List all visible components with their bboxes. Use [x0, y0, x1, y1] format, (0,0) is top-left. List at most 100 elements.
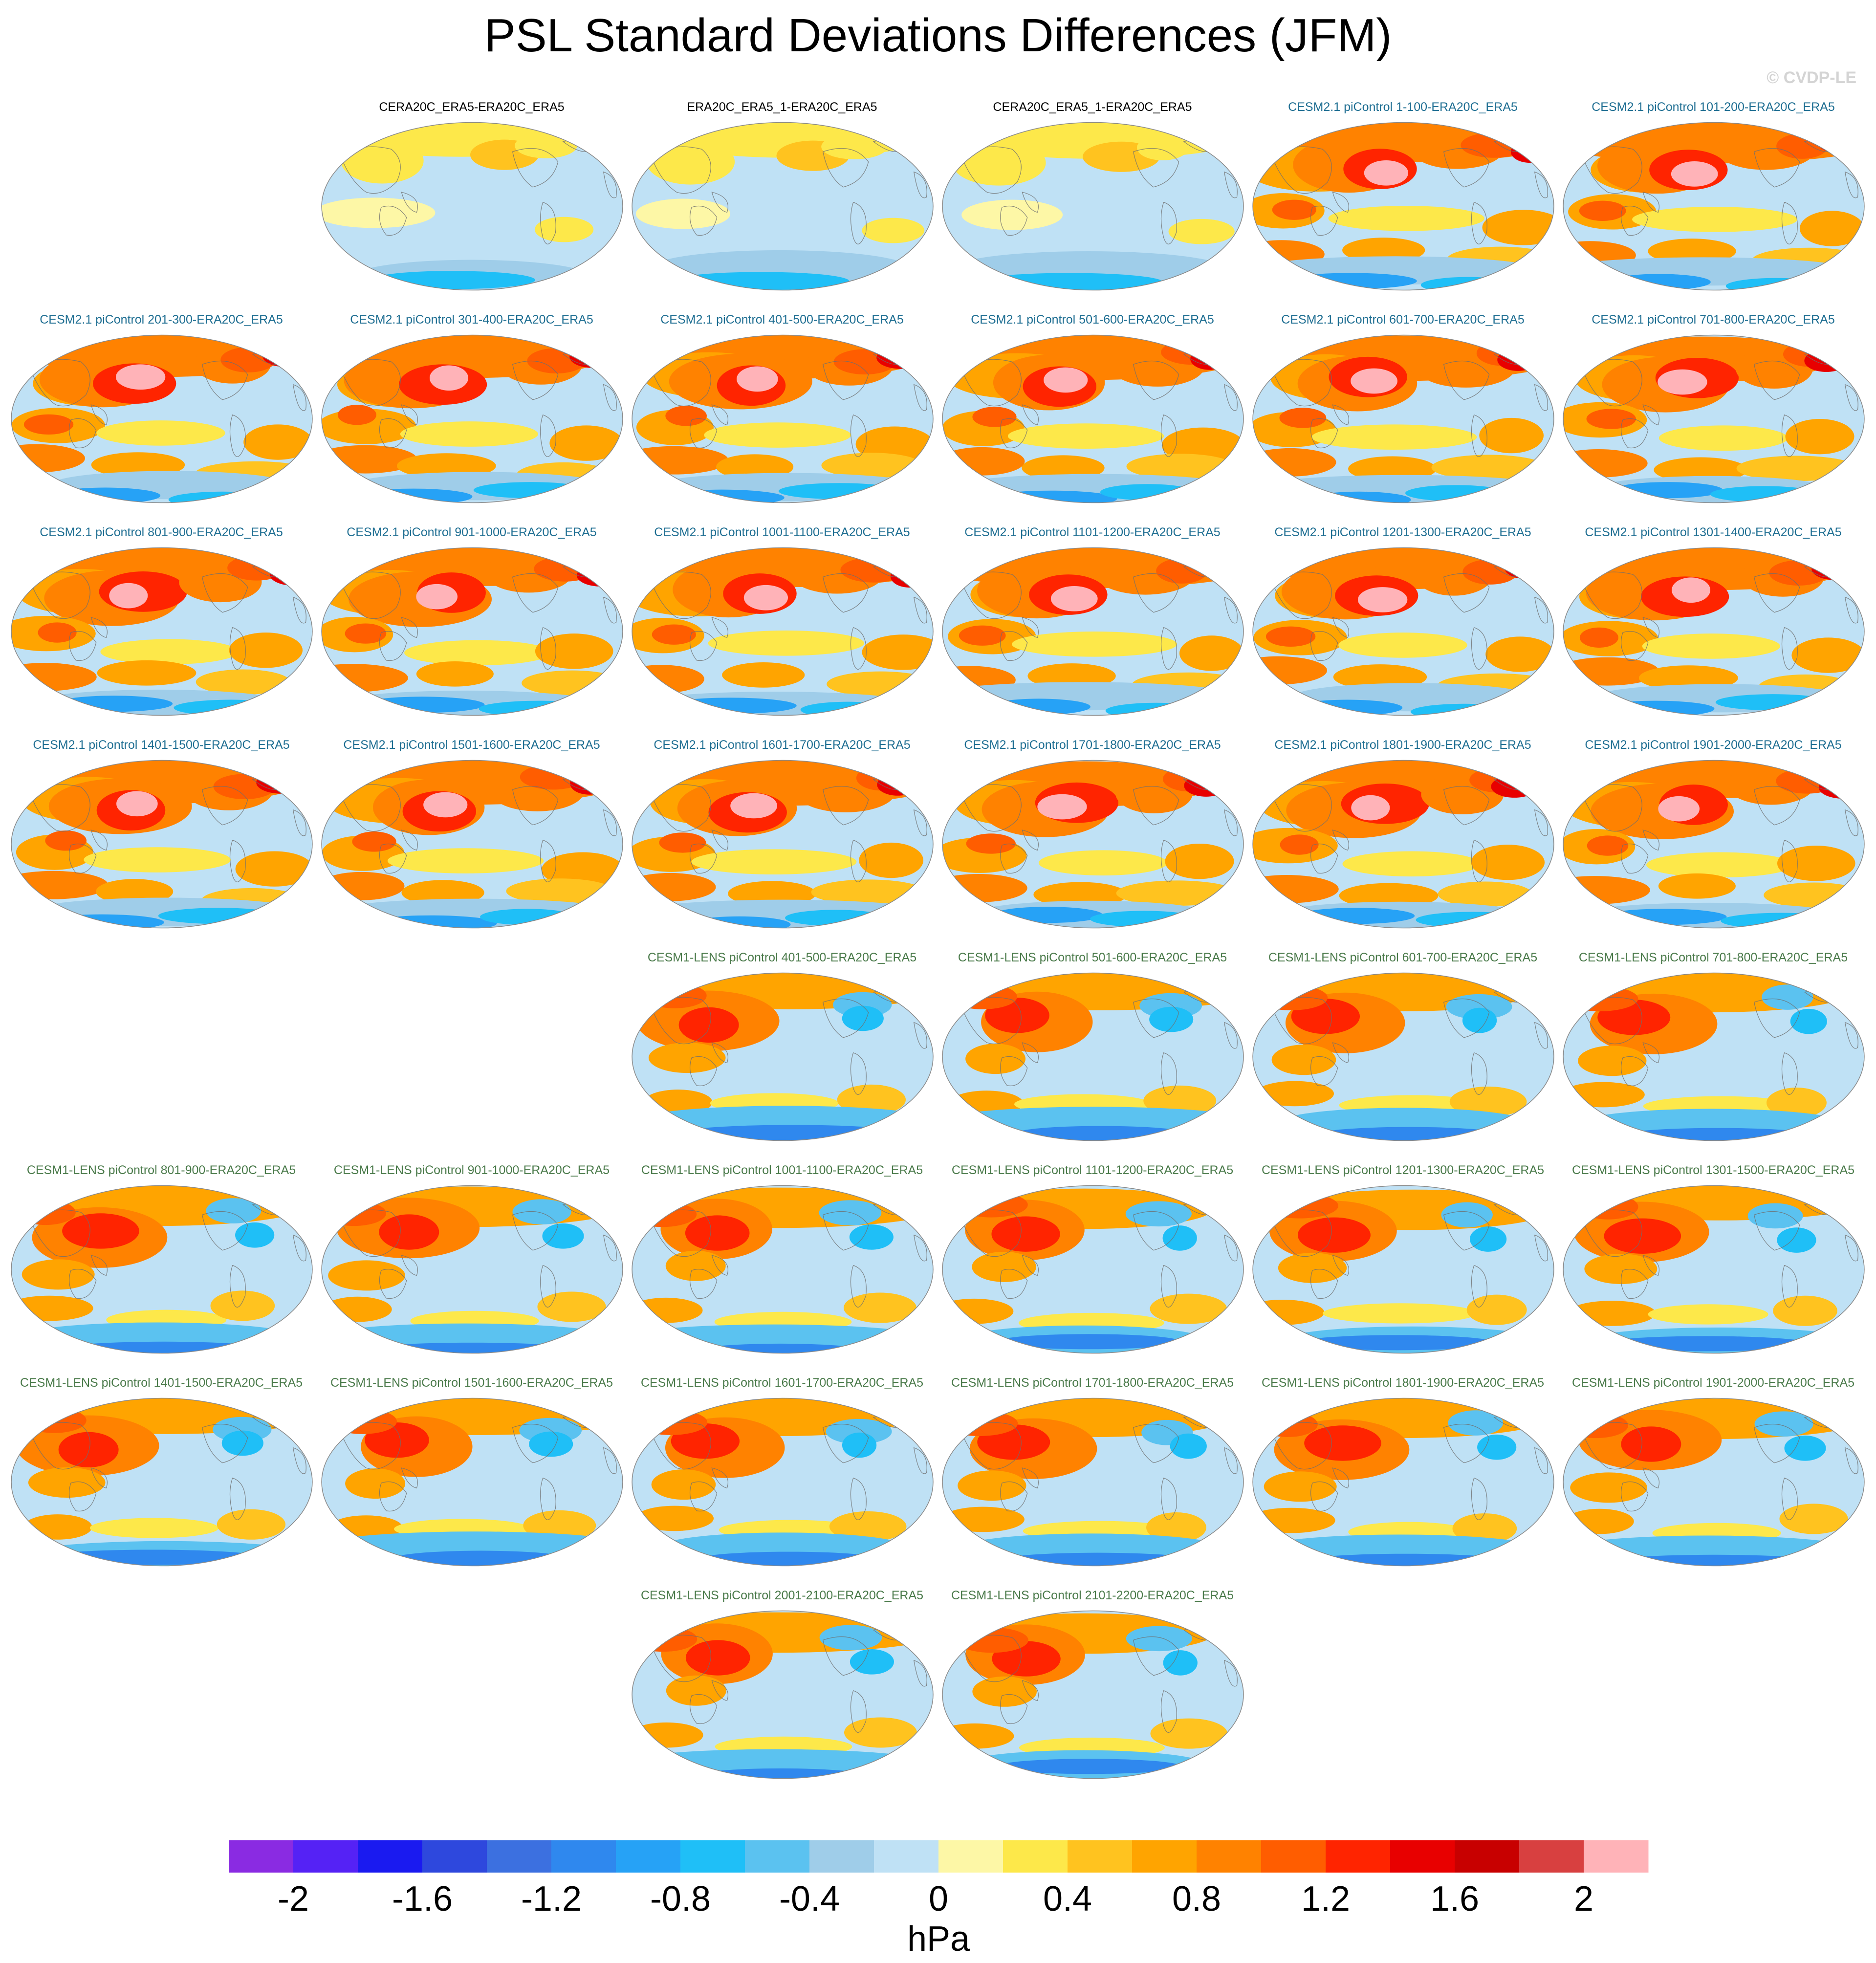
map-panel: CESM2.1 piControl 501-600-ERA20C_ERA5	[938, 313, 1246, 518]
map-outline	[1563, 547, 1865, 716]
field-blob	[827, 671, 933, 697]
field-blob	[1323, 1303, 1477, 1324]
coastline	[1271, 359, 1332, 407]
coastline	[1223, 1022, 1238, 1049]
map-panel: CESM1-LENS piControl 801-900-ERA20C_ERA5	[7, 1163, 315, 1369]
field-blob	[416, 661, 494, 687]
coastline	[1332, 1255, 1349, 1276]
field-blob	[1125, 1201, 1192, 1227]
panel-title: CESM1-LENS piControl 1901-2000-ERA20C_ER…	[1571, 1376, 1855, 1390]
colorbar-tick-label: 0.8	[1172, 1879, 1221, 1919]
coastline	[1620, 1481, 1649, 1512]
coastline	[1160, 414, 1177, 457]
robinson-map	[942, 122, 1244, 291]
field-blob	[235, 1222, 275, 1248]
coastline	[1133, 148, 1179, 188]
robinson-map	[632, 122, 934, 291]
robinson-map	[942, 547, 1244, 716]
field-blob	[1416, 347, 1516, 388]
coastline	[340, 784, 401, 832]
coastline	[1000, 1268, 1028, 1299]
field-blob	[515, 133, 577, 158]
field-blob	[1471, 845, 1545, 880]
coastline	[913, 596, 927, 624]
robinson-map	[1563, 334, 1865, 503]
map-outline	[632, 760, 934, 929]
coastline	[1160, 201, 1177, 244]
coastline	[1022, 1467, 1039, 1489]
field-blob	[722, 662, 805, 688]
robinson-map	[1563, 760, 1865, 929]
coastline	[30, 1422, 90, 1470]
field-blob	[235, 851, 312, 887]
coastline	[1620, 1268, 1649, 1299]
field-blob	[109, 583, 148, 609]
panel-title: CESM1-LENS piControl 1601-1700-ERA20C_ER…	[640, 1376, 924, 1390]
field-blob	[1776, 133, 1828, 159]
field-blob	[542, 1223, 584, 1249]
field-blob	[1126, 454, 1235, 479]
map-panel: CESM2.1 piControl 301-400-ERA20C_ERA5	[318, 313, 626, 518]
field-blob	[997, 1334, 1181, 1350]
colorbar-segment	[1519, 1840, 1584, 1873]
colorbar-tick-label: 0	[929, 1879, 948, 1919]
field-blob	[1608, 274, 1711, 290]
panel-title: CESM2.1 piControl 1101-1200-ERA20C_ERA5	[964, 525, 1221, 539]
field-blob	[1441, 1202, 1493, 1228]
field-blob	[826, 1418, 892, 1444]
field-blob	[1351, 795, 1390, 821]
coastline	[651, 997, 711, 1045]
map-panel: CESM1-LENS piControl 701-800-ERA20C_ERA5	[1559, 951, 1867, 1156]
colorbar-tick-label: 1.6	[1430, 1879, 1479, 1919]
coastline	[379, 418, 407, 449]
coastline	[1471, 1052, 1487, 1095]
coastline	[1310, 1268, 1338, 1299]
map-panel: CESM2.1 piControl 1301-1400-ERA20C_ERA5	[1559, 525, 1867, 731]
field-blob	[997, 1759, 1181, 1774]
panel-title: CESM1-LENS piControl 801-900-ERA20C_ERA5	[26, 1163, 296, 1177]
coastline	[651, 1422, 711, 1470]
field-blob	[1799, 211, 1864, 246]
field-blob	[842, 1005, 884, 1031]
coastline	[1471, 1265, 1487, 1308]
map-panel: CESM1-LENS piControl 1101-1200-ERA20C_ER…	[938, 1163, 1246, 1369]
coastline	[229, 414, 246, 457]
map-panel: CERA20C_ERA5-ERA20C_ERA5	[318, 100, 626, 305]
field-blob	[1038, 850, 1168, 876]
coastline	[913, 1659, 927, 1687]
field-blob	[196, 669, 290, 695]
colorbar-segment	[487, 1840, 552, 1873]
map-outline	[1563, 1185, 1865, 1354]
field-blob	[708, 630, 864, 656]
map-panel: CESM2.1 piControl 201-300-ERA20C_ERA5	[7, 313, 315, 518]
field-blob	[210, 1290, 275, 1321]
field-blob	[1579, 200, 1626, 221]
field-blob	[1255, 1081, 1334, 1107]
coastline	[1443, 1211, 1490, 1251]
colorbar-segment	[1132, 1840, 1197, 1873]
coastline	[1471, 627, 1487, 670]
map-outline	[942, 760, 1244, 929]
coastline	[1271, 997, 1332, 1045]
field-blob	[1568, 1301, 1656, 1326]
field-blob	[522, 670, 623, 696]
map-panel: CESM1-LENS piControl 2001-2100-ERA20C_ER…	[628, 1589, 936, 1794]
map-panel: CESM1-LENS piControl 1801-1900-ERA20C_ER…	[1249, 1376, 1557, 1581]
field-blob	[1163, 1650, 1198, 1676]
map-panel: CESM1-LENS piControl 601-700-ERA20C_ERA5	[1249, 951, 1557, 1156]
panel-title: ERA20C_ERA5_1-ERA20C_ERA5	[687, 100, 877, 114]
field-blob	[849, 1224, 894, 1250]
robinson-map	[942, 760, 1244, 929]
map-outline	[321, 760, 623, 929]
map-outline	[1252, 1185, 1554, 1354]
coastline	[961, 1209, 1022, 1257]
map-panel: CESM2.1 piControl 1801-1900-ERA20C_ERA5	[1249, 738, 1557, 943]
field-blob	[529, 1431, 573, 1457]
coastline	[689, 1694, 718, 1724]
colorbar-tick-label: -0.8	[650, 1879, 711, 1919]
coastline	[603, 1234, 617, 1262]
coastline	[1133, 1211, 1179, 1251]
coastline	[1753, 1211, 1800, 1251]
map-outline	[1563, 1397, 1865, 1567]
coastline	[1223, 384, 1238, 411]
